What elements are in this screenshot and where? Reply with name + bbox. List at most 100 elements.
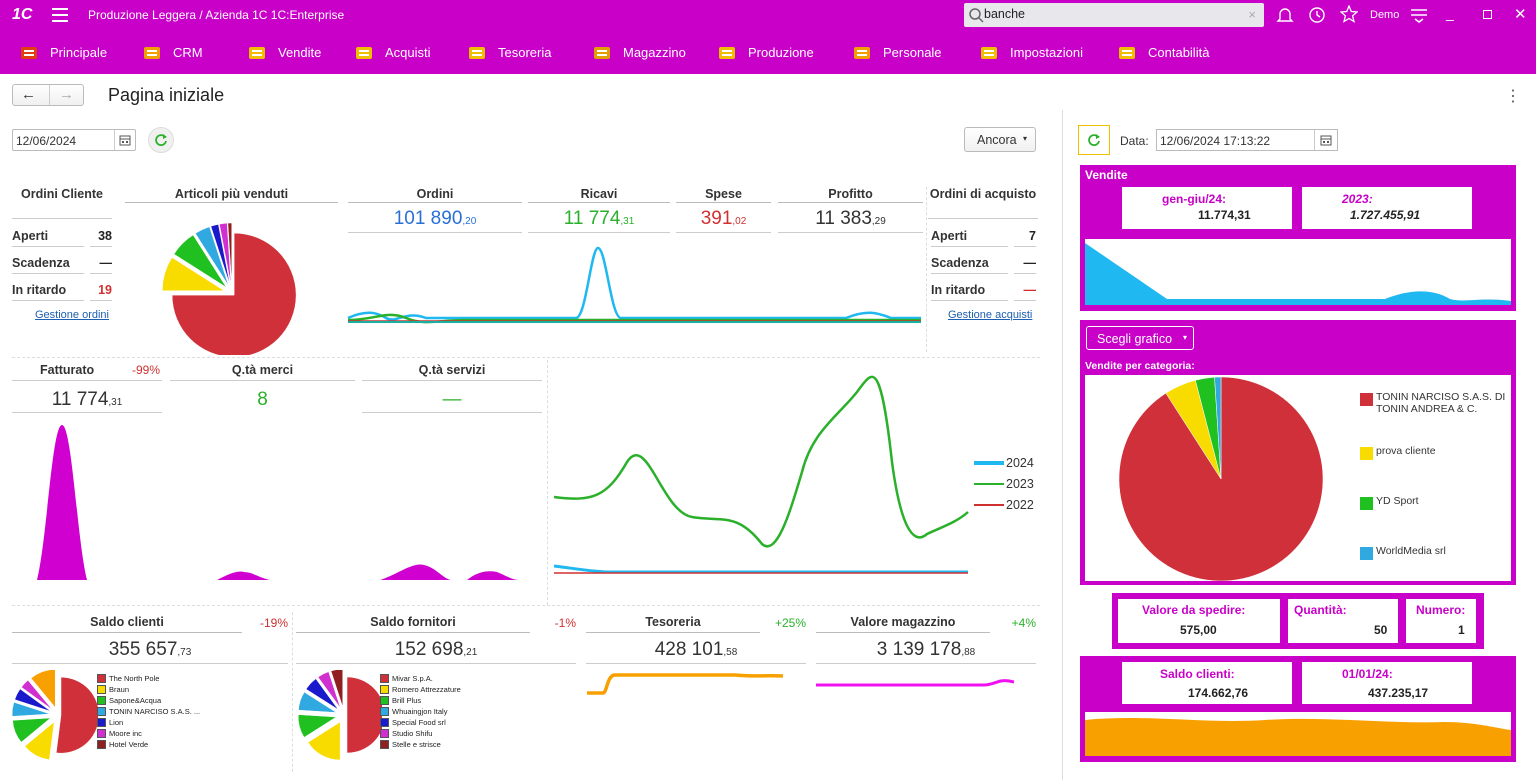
minimize-icon[interactable]: _ [1446,5,1454,21]
top-items-header: Articoli più venduti [125,187,338,203]
more-vertical-icon[interactable]: ⋮ [1505,88,1521,105]
menu-label: Tesoreria [498,45,552,60]
kpi-value: 391,02 [676,208,771,233]
calendar-icon[interactable] [119,134,131,146]
order-row-value[interactable]: — [1014,256,1036,274]
order-row-value[interactable]: 38 [90,229,112,247]
legend-swatch [380,718,389,727]
legend-item: Sapone&Acqua [97,696,161,705]
year-legend-item: 2023 [974,477,1034,491]
category-legend-item: YD Sport [1360,495,1510,510]
manage-orders-link[interactable]: Gestione ordini [35,309,109,321]
history-icon[interactable] [1308,6,1326,24]
order-row: Scadenza — [931,256,1036,276]
kpi-dec: ,31 [620,216,635,227]
bottom-dec: ,73 [177,647,192,658]
order-row: Aperti 7 [931,229,1036,249]
menu-item-magazzino[interactable]: Magazzino [593,31,686,74]
user-name[interactable]: Demo [1370,9,1400,21]
refresh-icon [1088,134,1100,146]
order-row-label: In ritardo [931,283,1008,301]
kpi-value: 11 774,31 [528,208,670,233]
pie-slice [330,670,343,708]
legend-label: The North Pole [109,674,160,683]
revenue-change: -99% [132,363,161,377]
legend-label: WorldMedia srl [1376,545,1446,557]
legend-swatch [380,696,389,705]
refresh-button[interactable] [148,127,174,153]
line-2024 [553,564,968,574]
menu-label: Produzione [748,45,814,60]
bottom-dec: ,88 [961,647,976,658]
app-logo: 1С [12,6,33,23]
manage-purchases-link[interactable]: Gestione acquisti [948,309,1033,321]
choose-chart-button[interactable]: Scegli grafico ▾ [1086,326,1194,350]
pie-slice [12,717,52,743]
legend-swatch [1360,447,1373,460]
refresh-icon [155,134,167,146]
back-arrow-icon[interactable]: ← [21,86,36,103]
more-button[interactable]: Ancora ▾ [964,127,1036,152]
legend-swatch [380,685,389,694]
category-legend-item: TONIN NARCISO S.A.S. DI TONIN ANDREA & C… [1360,391,1510,415]
menu-item-acquisti[interactable]: Acquisti [355,31,431,74]
bottom-header-label: Saldo fornitori [296,615,530,633]
sales-area [1085,243,1511,305]
legend-label: Romero Attrezzature [392,685,461,694]
datetime-field[interactable]: 12/06/2024 17:13:22 [1156,129,1338,151]
menu-item-tesoreria[interactable]: Tesoreria [468,31,551,74]
star-icon[interactable] [1340,5,1358,23]
close-icon[interactable]: ✕ [1514,6,1527,23]
bottom-int: 428 101 [654,639,724,660]
order-row-value[interactable]: — [1014,283,1036,301]
legend-swatch [380,674,389,683]
menu-item-personale[interactable]: Personale [853,31,942,74]
revenue-dec: ,31 [108,397,123,408]
kpi-value: 101 890,20 [348,208,522,233]
right-refresh-button[interactable] [1078,125,1110,155]
clear-search-icon[interactable]: × [1248,7,1256,22]
orders-trend-chart [347,246,921,324]
services-area-1 [380,564,452,580]
menu-item-produzione[interactable]: Produzione [718,31,814,74]
people-icon [853,45,873,61]
menu-item-principale[interactable]: Principale [20,31,107,74]
menu-item-vendite[interactable]: Vendite [248,31,321,74]
order-row-value[interactable]: 7 [1014,229,1036,247]
top-items-pie [162,222,297,355]
calendar-icon[interactable] [1320,134,1332,146]
legend-swatch [1360,497,1373,510]
pie-slice [171,232,297,355]
settings-lines-icon[interactable] [1410,7,1428,23]
legend-label: prova cliente [1376,445,1436,457]
legend-swatch [1360,393,1373,406]
legend-label: TONIN NARCISO S.A.S. ... [109,707,201,716]
sales-icon [248,45,268,61]
ship-value-label: Valore da spedire: [1142,603,1246,617]
legend-item: Mivar S.p.A. [380,674,433,683]
menu-item-contabilit[interactable]: Contabilità [1118,31,1209,74]
bottom-header: Saldo clienti -19% [12,615,288,633]
page-title: Pagina iniziale [108,85,225,105]
pie-slice [11,701,51,717]
kpi-header: Ricavi [528,187,670,203]
bell-icon[interactable] [1276,6,1294,24]
hamburger-menu-icon[interactable] [52,8,68,22]
sales-title: Vendite [1085,168,1128,182]
date-field[interactable]: 12/06/2024 [12,129,136,151]
ship-number-value: 1 [1458,623,1465,637]
restore-icon[interactable] [1483,10,1492,19]
bottom-header-label: Tesoreria [586,615,760,633]
ship-value-amount: 575,00 [1180,623,1217,637]
order-row-label: Aperti [931,229,1008,247]
search-input[interactable]: banche × [964,3,1264,27]
orders-client-header: Ordini Cliente [12,187,112,219]
menu-item-impostazioni[interactable]: Impostazioni [980,31,1083,74]
forward-arrow-icon[interactable]: → [59,86,74,103]
client-balance-start-value: 437.235,17 [1368,686,1429,700]
category-panel: Scegli grafico ▾ Vendite per categoria: [1080,320,1516,585]
orders-client-title: Ordini Cliente [21,187,103,201]
order-row-value[interactable]: 19 [90,283,112,301]
menu-item-crm[interactable]: CRM [143,31,203,74]
order-row-value[interactable]: — [90,256,112,274]
